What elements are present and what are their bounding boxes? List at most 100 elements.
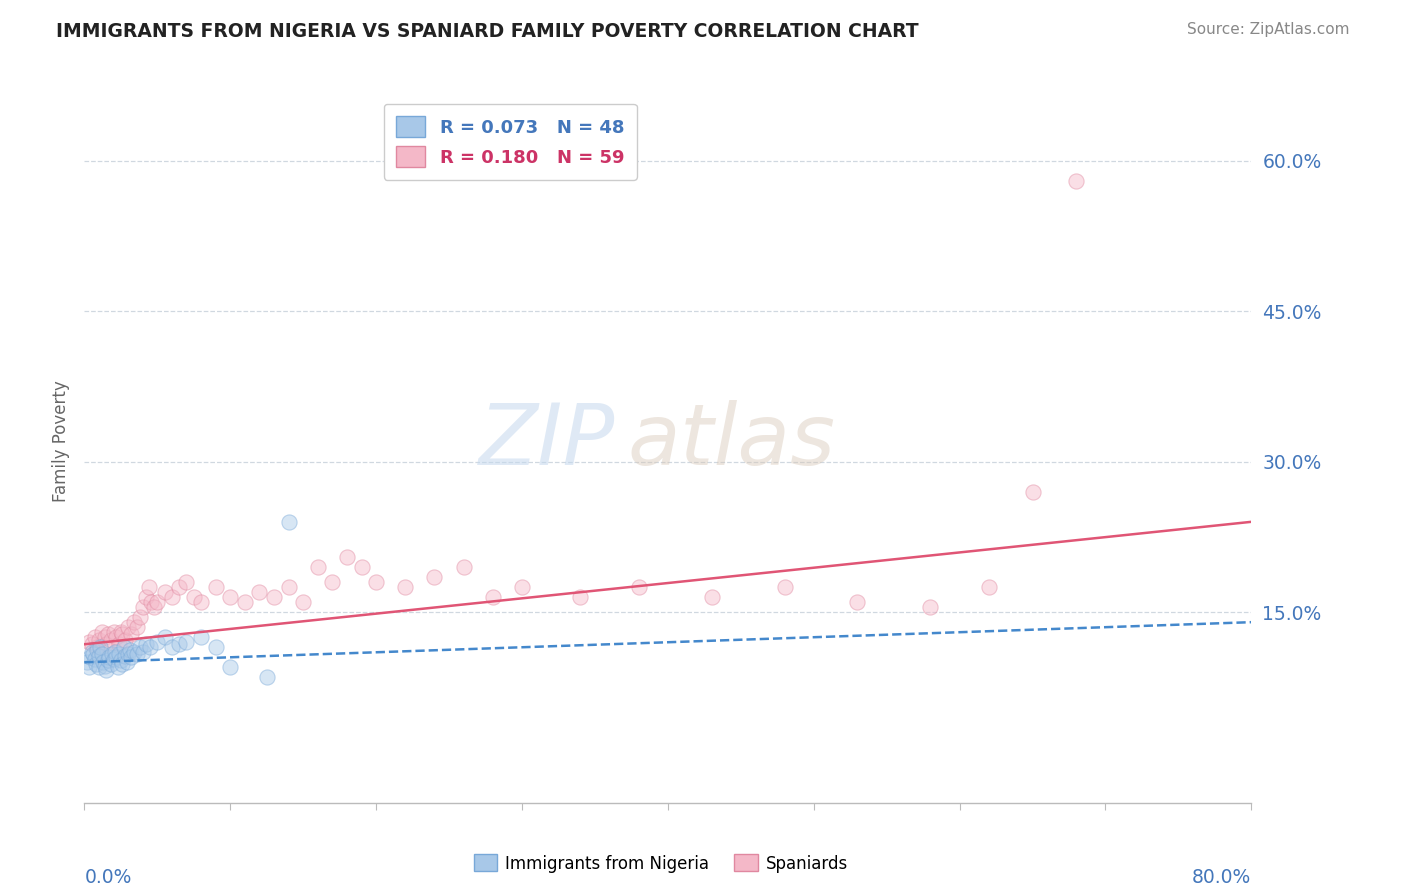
Point bbox=[321, 575, 343, 590]
Point bbox=[135, 637, 157, 651]
Point bbox=[146, 595, 169, 609]
Point bbox=[112, 640, 135, 655]
Point bbox=[132, 645, 155, 659]
Point bbox=[132, 600, 155, 615]
Point bbox=[350, 560, 373, 574]
Point bbox=[128, 640, 150, 655]
Point bbox=[219, 660, 242, 674]
Point bbox=[773, 580, 796, 594]
Point bbox=[118, 643, 141, 657]
Point bbox=[292, 595, 315, 609]
Point bbox=[84, 657, 107, 672]
Point bbox=[176, 635, 198, 649]
Point bbox=[80, 637, 103, 651]
Point bbox=[90, 648, 112, 662]
Point bbox=[1066, 174, 1088, 188]
Point bbox=[510, 580, 533, 594]
Point bbox=[122, 645, 145, 659]
Text: Source: ZipAtlas.com: Source: ZipAtlas.com bbox=[1187, 22, 1350, 37]
Legend: Immigrants from Nigeria, Spaniards: Immigrants from Nigeria, Spaniards bbox=[467, 847, 855, 880]
Point bbox=[105, 630, 128, 644]
Point bbox=[79, 650, 101, 665]
Point bbox=[153, 585, 176, 599]
Point bbox=[103, 625, 125, 640]
Point bbox=[89, 640, 111, 655]
Point bbox=[920, 600, 942, 615]
Point bbox=[167, 580, 190, 594]
Point bbox=[143, 600, 166, 615]
Text: IMMIGRANTS FROM NIGERIA VS SPANIARD FAMILY POVERTY CORRELATION CHART: IMMIGRANTS FROM NIGERIA VS SPANIARD FAMI… bbox=[56, 22, 920, 41]
Point bbox=[249, 585, 271, 599]
Point bbox=[117, 648, 139, 662]
Point bbox=[77, 660, 100, 674]
Point bbox=[135, 590, 157, 604]
Point bbox=[263, 590, 285, 604]
Point bbox=[160, 590, 183, 604]
Point bbox=[87, 649, 110, 664]
Point bbox=[107, 660, 129, 674]
Point bbox=[98, 650, 121, 665]
Point bbox=[76, 655, 98, 669]
Point bbox=[394, 580, 416, 594]
Point bbox=[569, 590, 592, 604]
Point bbox=[117, 620, 139, 634]
Point bbox=[256, 670, 278, 684]
Point bbox=[114, 633, 136, 648]
Point bbox=[101, 648, 124, 662]
Point bbox=[114, 649, 136, 664]
Point bbox=[77, 635, 100, 649]
Point bbox=[277, 515, 299, 529]
Point bbox=[82, 648, 104, 662]
Point bbox=[91, 655, 114, 669]
Point bbox=[96, 637, 118, 651]
Y-axis label: Family Poverty: Family Poverty bbox=[52, 381, 70, 502]
Point bbox=[183, 590, 205, 604]
Point bbox=[366, 575, 388, 590]
Point bbox=[83, 652, 105, 666]
Point bbox=[141, 595, 163, 609]
Point bbox=[110, 625, 132, 640]
Point bbox=[97, 627, 120, 641]
Point bbox=[90, 625, 112, 640]
Point bbox=[233, 595, 256, 609]
Point bbox=[105, 650, 128, 665]
Point bbox=[100, 657, 122, 672]
Point bbox=[700, 590, 723, 604]
Point bbox=[125, 648, 148, 662]
Point bbox=[977, 580, 1000, 594]
Text: 0.0%: 0.0% bbox=[84, 868, 132, 887]
Point bbox=[153, 630, 176, 644]
Point bbox=[219, 590, 242, 604]
Point bbox=[94, 659, 117, 673]
Point bbox=[190, 630, 212, 644]
Text: atlas: atlas bbox=[627, 400, 835, 483]
Legend: R = 0.073   N = 48, R = 0.180   N = 59: R = 0.073 N = 48, R = 0.180 N = 59 bbox=[384, 103, 637, 180]
Point bbox=[204, 640, 226, 655]
Point bbox=[125, 620, 148, 634]
Point bbox=[115, 655, 138, 669]
Point bbox=[122, 615, 145, 630]
Point bbox=[86, 643, 108, 657]
Point bbox=[86, 640, 108, 655]
Point bbox=[190, 595, 212, 609]
Point bbox=[80, 645, 103, 659]
Point bbox=[111, 657, 134, 672]
Point bbox=[307, 560, 329, 574]
Point bbox=[100, 633, 122, 648]
Point bbox=[108, 637, 131, 651]
Point bbox=[336, 549, 359, 564]
Point bbox=[204, 580, 226, 594]
Point bbox=[87, 633, 110, 648]
Point bbox=[146, 635, 169, 649]
Point bbox=[96, 664, 118, 678]
Point bbox=[83, 630, 105, 644]
Point bbox=[139, 640, 162, 655]
Point bbox=[176, 575, 198, 590]
Point bbox=[97, 653, 120, 667]
Text: 80.0%: 80.0% bbox=[1192, 868, 1251, 887]
Point bbox=[111, 627, 134, 641]
Point bbox=[453, 560, 475, 574]
Text: ZIP: ZIP bbox=[479, 400, 616, 483]
Point bbox=[104, 645, 127, 659]
Point bbox=[846, 595, 869, 609]
